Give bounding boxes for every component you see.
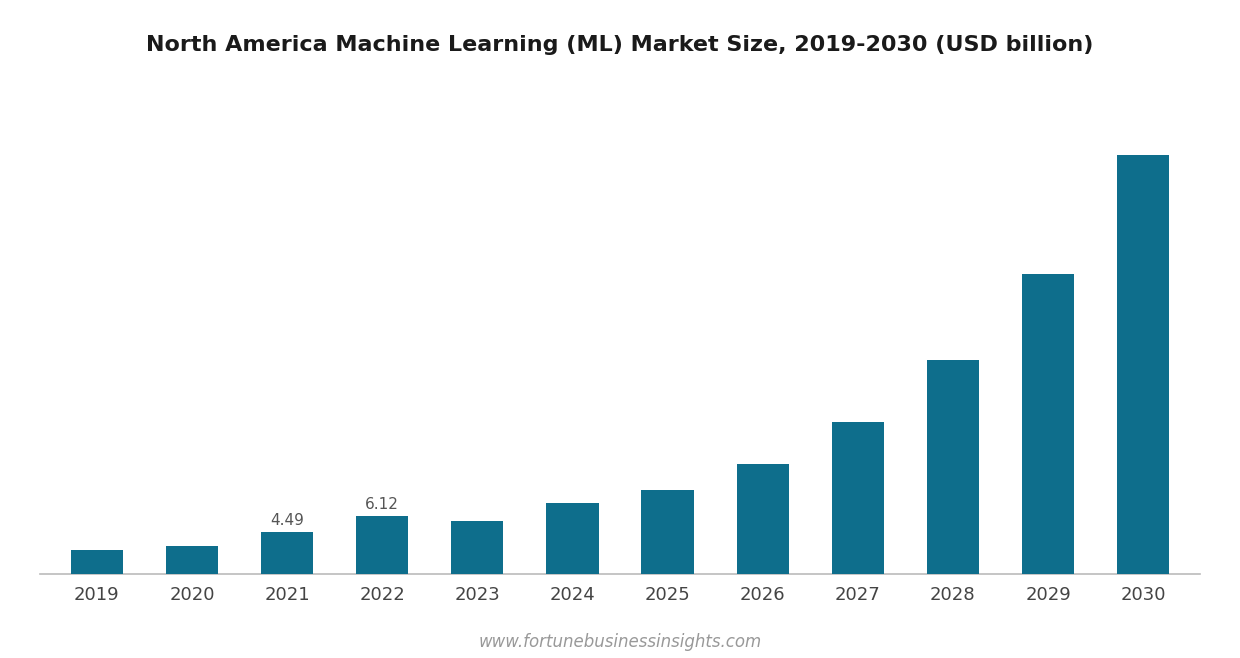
Bar — [1022, 274, 1074, 574]
Bar — [356, 516, 408, 574]
Bar — [166, 545, 218, 574]
Text: 6.12: 6.12 — [366, 497, 399, 512]
Bar — [641, 490, 693, 574]
Bar — [1117, 155, 1169, 574]
Bar — [926, 360, 980, 574]
Title: North America Machine Learning (ML) Market Size, 2019-2030 (USD billion): North America Machine Learning (ML) Mark… — [146, 35, 1094, 55]
Bar — [547, 503, 599, 574]
Bar — [71, 550, 123, 574]
Text: 4.49: 4.49 — [270, 513, 304, 528]
Bar — [737, 464, 789, 574]
Bar — [451, 521, 503, 574]
Text: www.fortunebusinessinsights.com: www.fortunebusinessinsights.com — [479, 634, 761, 651]
Bar — [832, 422, 884, 574]
Bar — [260, 532, 314, 574]
